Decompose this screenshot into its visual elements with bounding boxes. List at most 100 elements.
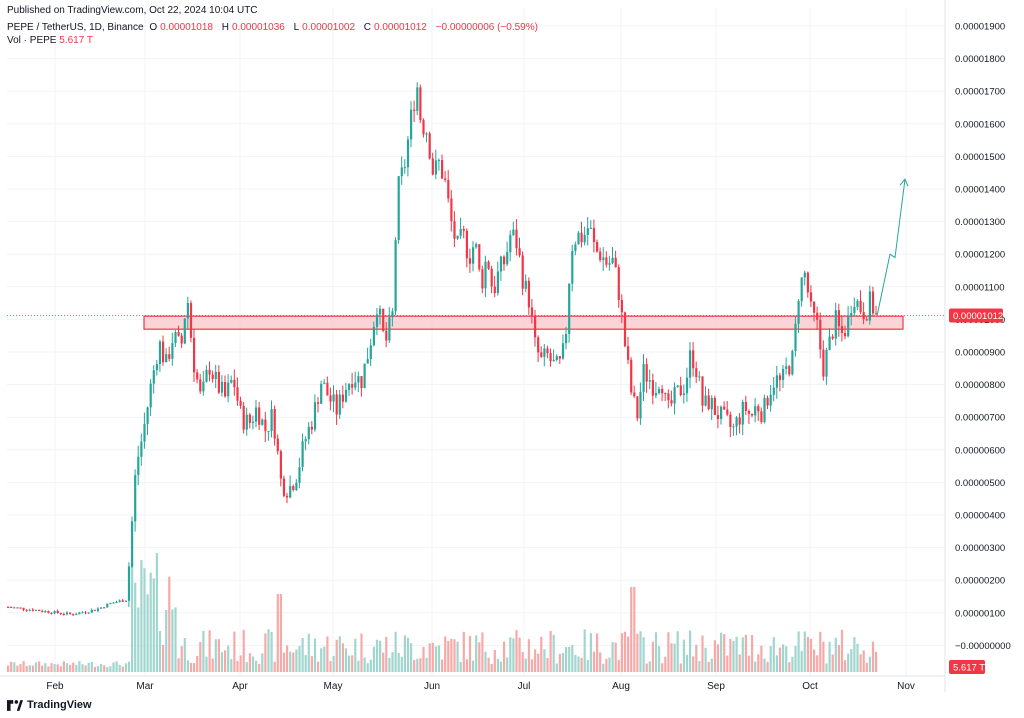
volume-bar [149, 572, 152, 672]
candle-body [422, 120, 425, 135]
volume-bar [605, 658, 608, 672]
volume-bar [50, 663, 53, 672]
volume-bar [698, 661, 701, 672]
candle-body [853, 307, 856, 313]
volume-bar [707, 661, 710, 672]
candle-body [289, 486, 292, 498]
volume-bar [704, 647, 707, 672]
volume-bar [310, 656, 313, 672]
volume-bar [437, 645, 441, 672]
time-tick-label: Jun [424, 681, 440, 692]
volume-bar [853, 637, 856, 672]
time-tick-label: Mar [136, 681, 154, 692]
candle-body [524, 280, 527, 289]
volume-bar [323, 646, 326, 672]
volume-bar [276, 594, 279, 672]
candle-body [875, 313, 878, 315]
candle-body [391, 311, 394, 318]
volume-bar [648, 661, 651, 672]
volume-bar [720, 632, 723, 672]
volume-bar [211, 658, 214, 672]
volume-bar [391, 652, 394, 672]
candle-body [16, 607, 19, 609]
candle-body [264, 419, 267, 432]
volume-bar [208, 630, 211, 672]
volume-bar [850, 649, 853, 672]
volume-bar [599, 652, 602, 672]
volume-bar [465, 659, 468, 672]
candle-body [385, 330, 388, 341]
candle-body [31, 609, 34, 611]
candle-body [751, 413, 754, 416]
volume-bar [329, 661, 332, 672]
candle-body [261, 419, 264, 425]
candle-body [847, 315, 850, 337]
time-tick-label: Jul [518, 681, 531, 692]
price-tick-label: 0.00001300 [955, 217, 1005, 228]
candle-body [59, 612, 62, 614]
candle-body [608, 263, 611, 265]
volume-bar [155, 552, 158, 672]
candle-body [428, 133, 431, 159]
volume-tag [949, 660, 985, 674]
candle-body [769, 394, 772, 406]
candle-body [13, 607, 16, 609]
candle-body [227, 382, 230, 397]
volume-bar [859, 654, 862, 672]
volume-bar [267, 629, 270, 672]
candle-body [425, 133, 428, 135]
candle-body [797, 301, 800, 324]
symbol-label[interactable]: PEPE / TetherUS, 1D, Binance [7, 22, 144, 33]
candle-body [118, 600, 121, 602]
price-tick-label: 0.00001600 [955, 119, 1005, 130]
candle-body [270, 409, 273, 431]
candle-body [162, 341, 165, 363]
candle-body [41, 611, 44, 613]
candle-body [568, 283, 571, 334]
candle-body [778, 375, 782, 380]
volume-bar [478, 642, 481, 672]
candle-body [543, 348, 546, 357]
candle-body [258, 407, 261, 425]
candle-body [484, 261, 487, 289]
volume-bar [199, 642, 202, 672]
volume-bar [754, 661, 757, 672]
volume-bar [165, 610, 168, 672]
volume-bar [803, 631, 806, 672]
candle-body [10, 607, 13, 609]
candle-body [127, 566, 131, 601]
candle-body [109, 602, 112, 604]
volume-bar [289, 651, 292, 672]
candle-body [819, 319, 822, 350]
volume-label[interactable]: Vol · PEPE [7, 35, 57, 46]
candle-body [338, 394, 341, 415]
candle-body [682, 393, 685, 396]
candle-body [103, 607, 106, 609]
low-label: L [293, 22, 300, 33]
candle-body [72, 614, 75, 616]
candle-body [630, 359, 633, 393]
volume-bar [645, 663, 648, 672]
price-axis[interactable]: 0.00001900 0.00001800 0.00001700 0.00001600… [949, 22, 1011, 675]
candle-body [472, 247, 475, 264]
volume-bar [158, 630, 162, 672]
candle-body [747, 410, 751, 414]
price-tick-label: 0.00000700 [955, 413, 1005, 424]
volume-bar [744, 634, 747, 672]
volume-bar [577, 656, 580, 672]
volume-bar [472, 660, 475, 672]
volume-bar [847, 653, 850, 672]
candle-body [100, 607, 103, 609]
candle-body [7, 607, 10, 609]
candle-body [763, 397, 766, 423]
tradingview-logo[interactable]: TradingView [7, 699, 92, 711]
volume-bar [313, 638, 317, 672]
candle-body [431, 158, 434, 175]
candle-body [754, 406, 757, 416]
time-axis[interactable]: Feb Mar Apr May Jun Jul Aug Sep Oct Nov [46, 681, 915, 692]
candle-body [859, 300, 862, 313]
candle-body [211, 374, 214, 379]
candle-body [354, 382, 357, 388]
volume-bar [75, 664, 78, 672]
